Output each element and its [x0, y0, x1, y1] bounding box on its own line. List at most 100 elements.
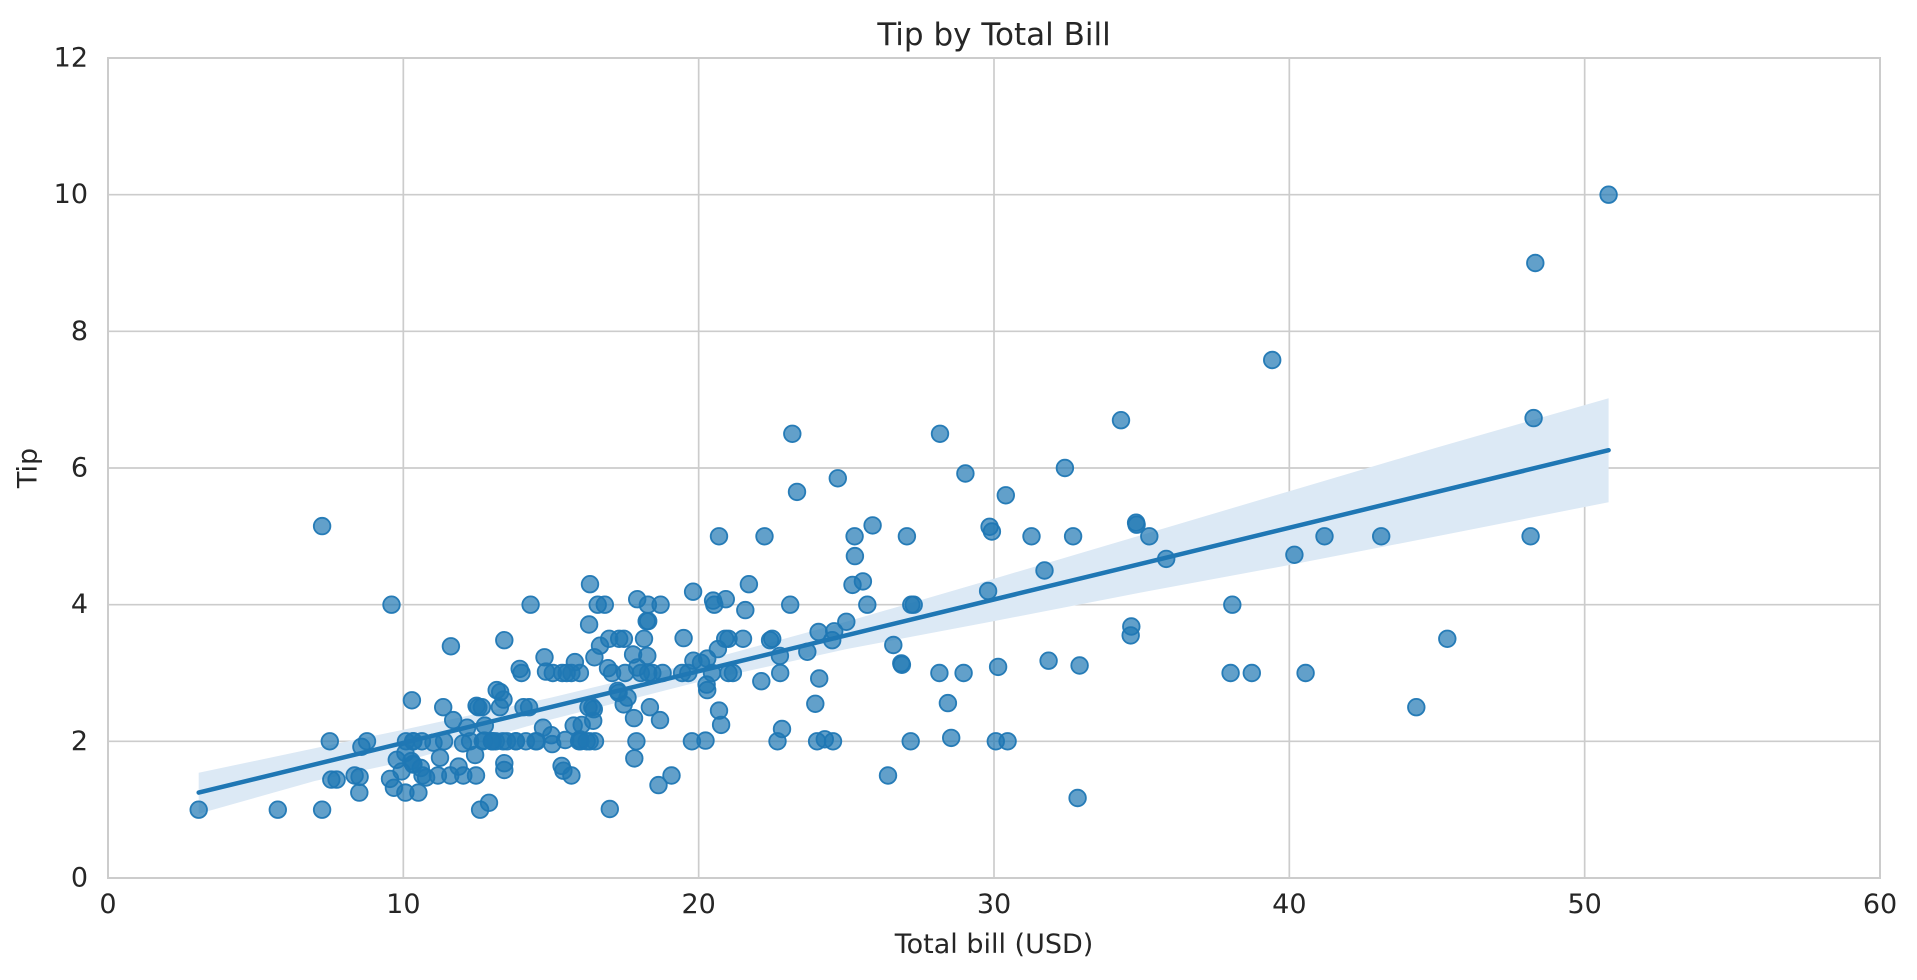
x-tick-label: 20	[681, 889, 715, 920]
x-tick-label: 50	[1567, 889, 1601, 920]
scatter-point	[1068, 788, 1087, 808]
scatter-point	[466, 766, 486, 785]
scatter-point	[615, 663, 635, 683]
y-tick-label: 0	[71, 863, 88, 894]
scatter-point	[781, 595, 800, 614]
scatter-point	[858, 595, 877, 614]
scatter-point	[387, 750, 407, 770]
scatter-point	[733, 629, 753, 649]
scatter-point	[526, 732, 545, 751]
scatter-point	[810, 669, 829, 688]
scatter-point	[562, 766, 581, 785]
scatter-point	[978, 581, 998, 601]
scatter-point	[651, 595, 670, 614]
scatter-point	[938, 693, 958, 713]
scatter-point	[577, 732, 596, 751]
scatter-point	[579, 615, 599, 634]
scatter-point	[1070, 656, 1089, 675]
scatter-point	[444, 710, 463, 730]
scatter-point	[430, 748, 450, 767]
scatter-point	[705, 595, 724, 614]
scatter-point	[1315, 527, 1334, 546]
scatter-point	[863, 516, 882, 535]
scatter-point	[1242, 663, 1262, 683]
scatter-point	[640, 698, 660, 717]
scatter-point	[996, 486, 1016, 505]
scatter-point	[434, 698, 453, 717]
scatter-point	[637, 611, 656, 631]
scatter-point	[980, 517, 999, 537]
scatter-point	[807, 732, 827, 751]
scatter-point	[1063, 527, 1083, 546]
scatter-point	[350, 783, 369, 802]
scatter-point	[1140, 527, 1159, 546]
regression-line	[196, 447, 1611, 795]
scatter-point	[557, 663, 576, 683]
scatter-point	[320, 732, 340, 751]
scatter-point	[1122, 617, 1141, 636]
x-tick-label: 10	[386, 889, 420, 920]
scatter-point	[312, 800, 332, 819]
scatter-point	[1438, 629, 1457, 649]
scatter-point	[1285, 545, 1304, 565]
scatter-point	[638, 646, 657, 666]
scatter-point	[711, 715, 731, 735]
scatter-point	[580, 575, 600, 594]
y-tick-label: 8	[71, 316, 88, 347]
chart-title: Tip by Total Bill	[877, 17, 1111, 53]
scatter-point	[1022, 527, 1041, 546]
scatter-point	[1371, 527, 1391, 546]
scatter-point	[396, 783, 415, 802]
scatter-point	[884, 635, 903, 655]
scatter-point	[904, 595, 923, 614]
scatter-point	[1055, 458, 1075, 478]
scatter-point	[897, 527, 917, 546]
scatter-point	[600, 799, 620, 819]
scatter-point	[497, 732, 517, 751]
scatter-point	[1521, 527, 1540, 546]
scatter-point	[1296, 663, 1315, 683]
scatter-point	[736, 600, 755, 620]
y-tick-label: 6	[71, 453, 88, 484]
y-tick-label: 4	[71, 589, 88, 620]
scatter-point	[739, 575, 759, 594]
scatter-point	[634, 629, 654, 649]
scatter-point	[1526, 253, 1545, 273]
x-tick-label: 40	[1272, 889, 1306, 920]
x-tick-label: 0	[99, 889, 116, 920]
scatter-point	[674, 628, 693, 648]
y-tick-label: 2	[71, 726, 88, 757]
scatter-point	[683, 582, 703, 601]
scatter-point	[627, 732, 646, 751]
x-tick-label: 30	[977, 889, 1011, 920]
scatter-point	[930, 424, 950, 444]
scatter-point	[828, 469, 848, 488]
scatter-point	[771, 663, 790, 683]
scatter-point	[768, 732, 787, 751]
scatter-point	[402, 691, 422, 710]
scatter-point	[1039, 651, 1058, 670]
scatter-point	[470, 800, 490, 819]
scatter-point	[878, 766, 898, 785]
scatter-point	[988, 657, 1008, 677]
scatter-point	[588, 595, 607, 614]
scatter-point	[843, 575, 862, 595]
scatter-point	[1035, 561, 1054, 580]
y-axis-label: Tip	[12, 447, 44, 489]
y-tick-label: 12	[54, 43, 88, 74]
scatter-point	[1599, 185, 1618, 204]
scatter-point	[625, 749, 644, 768]
scatter-point	[585, 648, 604, 667]
scatter-point	[1524, 408, 1543, 428]
scatter-point	[189, 800, 208, 819]
x-axis-label: Total bill (USD)	[894, 929, 1094, 960]
scatter-point	[837, 612, 856, 632]
scatter-point	[491, 682, 510, 702]
scatter-point	[490, 698, 510, 717]
scatter-point	[662, 766, 681, 785]
scatter-point	[682, 732, 702, 751]
plot-border	[107, 57, 1881, 879]
scatter-point	[986, 732, 1006, 751]
